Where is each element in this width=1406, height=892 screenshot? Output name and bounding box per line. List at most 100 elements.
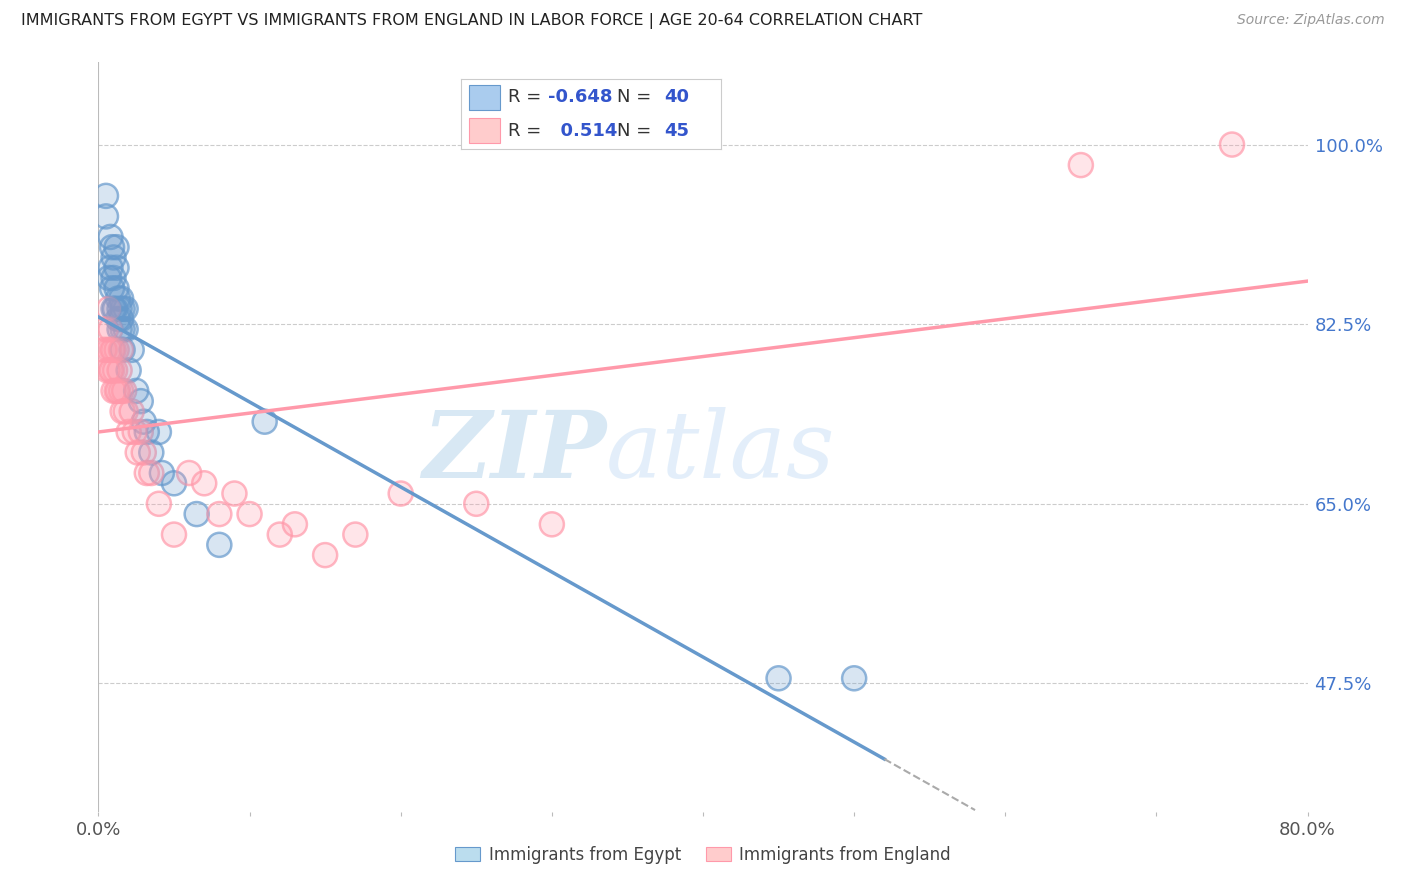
Point bbox=[103, 251, 125, 265]
Point bbox=[94, 189, 117, 203]
Point bbox=[107, 384, 129, 398]
Point bbox=[540, 517, 562, 532]
Point bbox=[114, 404, 136, 418]
Point bbox=[107, 292, 129, 306]
FancyBboxPatch shape bbox=[470, 118, 501, 143]
Point bbox=[94, 210, 117, 224]
Point bbox=[98, 301, 121, 316]
Point bbox=[114, 404, 136, 418]
Point bbox=[163, 527, 186, 541]
Point bbox=[94, 322, 117, 336]
Point bbox=[127, 445, 149, 459]
Point bbox=[148, 425, 170, 439]
Point bbox=[108, 363, 131, 377]
Point bbox=[105, 260, 128, 275]
Point bbox=[104, 363, 127, 377]
Point bbox=[105, 240, 128, 254]
Point bbox=[100, 260, 122, 275]
Point bbox=[111, 322, 134, 336]
Point bbox=[253, 415, 276, 429]
Point bbox=[103, 271, 125, 285]
Point bbox=[186, 507, 208, 521]
Point bbox=[114, 301, 136, 316]
Point bbox=[121, 404, 143, 418]
Point bbox=[105, 384, 128, 398]
Point bbox=[105, 260, 128, 275]
Point bbox=[193, 476, 215, 491]
Point bbox=[208, 538, 231, 552]
Text: Source: ZipAtlas.com: Source: ZipAtlas.com bbox=[1237, 13, 1385, 28]
Point bbox=[150, 466, 173, 480]
Point bbox=[224, 486, 246, 500]
Point bbox=[105, 343, 128, 357]
Point bbox=[114, 322, 136, 336]
Text: atlas: atlas bbox=[606, 407, 835, 497]
Text: ZIP: ZIP bbox=[422, 407, 606, 497]
Point bbox=[112, 384, 135, 398]
Text: 0.514: 0.514 bbox=[548, 121, 617, 139]
Point bbox=[111, 343, 134, 357]
Text: -0.648: -0.648 bbox=[548, 88, 613, 106]
Point bbox=[103, 251, 125, 265]
Point bbox=[104, 301, 127, 316]
Point bbox=[98, 343, 121, 357]
Point bbox=[129, 394, 152, 409]
Point bbox=[148, 497, 170, 511]
Point bbox=[110, 312, 132, 326]
Point bbox=[179, 466, 201, 480]
Point bbox=[103, 301, 125, 316]
Point bbox=[111, 404, 134, 418]
Point bbox=[104, 363, 127, 377]
Point bbox=[101, 343, 124, 357]
Text: R =: R = bbox=[508, 121, 547, 139]
Point bbox=[135, 425, 157, 439]
Point bbox=[100, 322, 122, 336]
Point bbox=[844, 671, 866, 685]
Point bbox=[110, 384, 132, 398]
Text: N =: N = bbox=[617, 88, 657, 106]
Point bbox=[98, 271, 121, 285]
Point bbox=[132, 415, 155, 429]
Point bbox=[98, 301, 121, 316]
Point bbox=[108, 322, 131, 336]
Point bbox=[314, 548, 336, 562]
Point bbox=[186, 507, 208, 521]
Point bbox=[96, 363, 118, 377]
Point bbox=[105, 343, 128, 357]
Point bbox=[121, 404, 143, 418]
Point bbox=[389, 486, 412, 500]
Point bbox=[121, 343, 143, 357]
Point bbox=[110, 343, 132, 357]
Text: 45: 45 bbox=[664, 121, 689, 139]
Point bbox=[344, 527, 367, 541]
Point bbox=[103, 343, 125, 357]
Point bbox=[132, 415, 155, 429]
Point bbox=[132, 445, 155, 459]
Point bbox=[103, 384, 125, 398]
FancyBboxPatch shape bbox=[470, 85, 501, 110]
Point bbox=[98, 271, 121, 285]
Point bbox=[239, 507, 262, 521]
Point bbox=[107, 312, 129, 326]
Point bbox=[239, 507, 262, 521]
Point bbox=[94, 210, 117, 224]
Point bbox=[104, 301, 127, 316]
Point bbox=[129, 425, 152, 439]
Point bbox=[110, 312, 132, 326]
Point bbox=[105, 384, 128, 398]
Point bbox=[124, 425, 146, 439]
Legend: Immigrants from Egypt, Immigrants from England: Immigrants from Egypt, Immigrants from E… bbox=[449, 839, 957, 871]
Point bbox=[100, 363, 122, 377]
Point bbox=[208, 507, 231, 521]
Point bbox=[108, 363, 131, 377]
Point bbox=[208, 538, 231, 552]
Point bbox=[768, 671, 790, 685]
Point bbox=[111, 343, 134, 357]
Point bbox=[110, 343, 132, 357]
Point bbox=[108, 322, 131, 336]
Point bbox=[844, 671, 866, 685]
Point bbox=[129, 394, 152, 409]
Point bbox=[132, 445, 155, 459]
Point bbox=[98, 343, 121, 357]
Point bbox=[129, 425, 152, 439]
